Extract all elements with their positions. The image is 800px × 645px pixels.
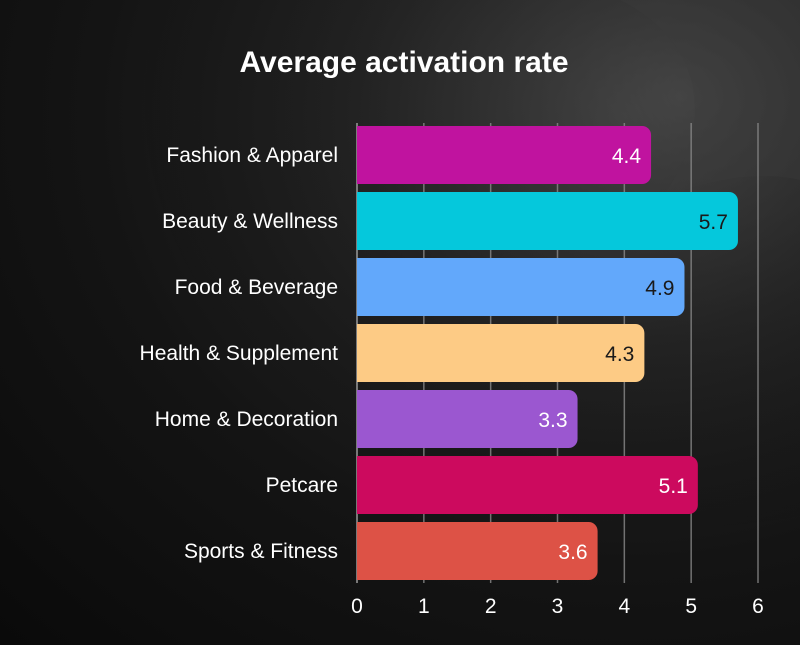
category-label: Fashion & Apparel [166,144,338,167]
category-label: Food & Beverage [175,276,338,299]
x-tick-label: 5 [685,595,697,618]
category-label: Petcare [266,474,338,497]
category-label: Health & Supplement [140,342,339,365]
bar [357,126,652,184]
background-swoosh [620,0,800,200]
x-tick-label: 1 [418,595,430,618]
data-label: 3.3 [538,409,567,432]
bars [357,126,738,580]
chart-title: Average activation rate [239,46,568,79]
category-label: Beauty & Wellness [162,210,338,233]
x-tick-label: 3 [552,595,564,618]
x-tick-label: 4 [618,595,630,618]
bar [357,456,698,514]
data-label: 5.1 [659,475,688,498]
bar [357,192,738,250]
value-labels: 4.4 5.7 4.9 4.3 3.3 5.1 3.6 [538,145,728,564]
bar [357,522,598,580]
data-label: 4.3 [605,343,634,366]
category-label: Sports & Fitness [184,540,338,563]
bar [357,258,685,316]
x-tick-label: 6 [752,595,764,618]
data-label: 4.4 [612,145,642,168]
category-label: Home & Decoration [155,408,338,431]
x-axis-ticks: 0 1 2 3 4 5 6 [351,595,764,618]
data-label: 5.7 [699,211,728,234]
category-labels: Fashion & Apparel Beauty & Wellness Food &… [140,144,339,563]
data-label: 4.9 [645,277,674,300]
x-tick-label: 0 [351,595,363,618]
bar [357,390,578,448]
x-tick-label: 2 [485,595,497,618]
bar [357,324,645,382]
data-label: 3.6 [558,541,587,564]
